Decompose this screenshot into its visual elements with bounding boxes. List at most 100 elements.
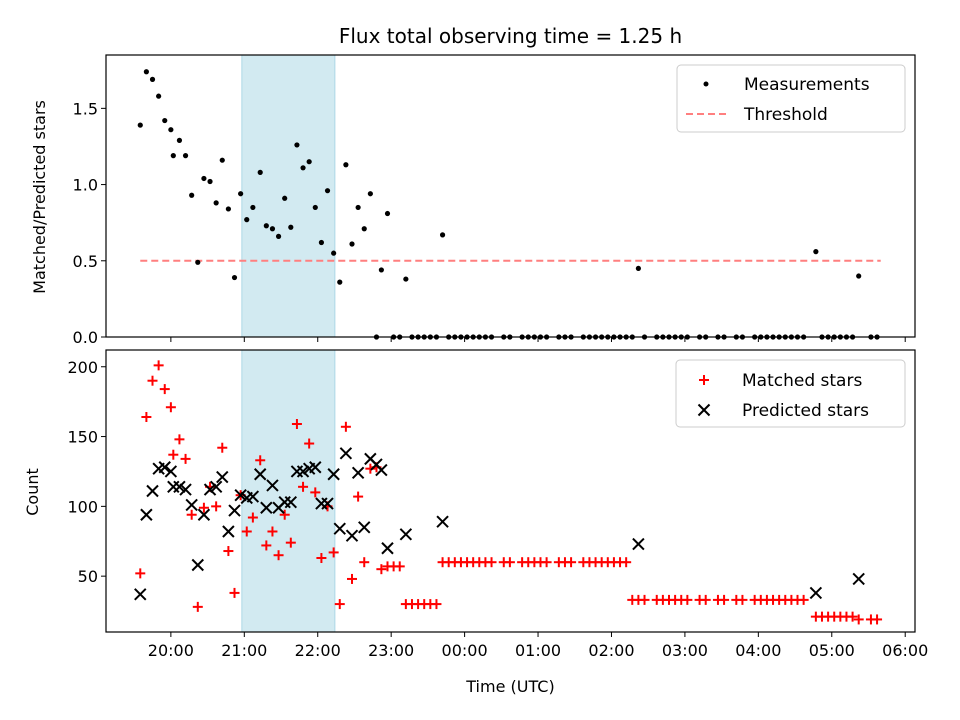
measurement-point [282, 195, 288, 201]
matched-star-point [261, 540, 272, 551]
matched-star-point [285, 537, 296, 548]
predicted-star-point [296, 465, 310, 478]
predicted-star-point [254, 468, 267, 481]
matched-star-point [241, 526, 252, 537]
predicted-star-point [333, 522, 346, 535]
top-y-tick-label: 1.0 [73, 176, 98, 195]
measurement-point [176, 137, 183, 143]
top-y-axis-label: Matched/Predicted stars [30, 100, 49, 294]
bottom-y-tick-label: 100 [67, 497, 98, 516]
matched-star-point [141, 412, 152, 423]
measurement-point [137, 122, 143, 128]
matched-star-point [186, 509, 197, 520]
predicted-star-point [321, 497, 334, 510]
measurement-point [343, 162, 349, 168]
measurement-point [156, 93, 162, 99]
matched-star-point [247, 512, 258, 523]
top-y-ticks: 0.0 0.5 1.0 1.5 [73, 99, 106, 347]
measurement-point [250, 204, 256, 211]
legend-measurements-label: Measurements [744, 75, 870, 95]
measurement-point [231, 274, 238, 281]
matched-star-points [135, 360, 883, 625]
measurement-point [263, 223, 269, 229]
x-axis-label: Time (UTC) [465, 677, 554, 696]
measurement-point [306, 159, 312, 165]
predicted-star-point [632, 537, 645, 551]
predicted-star-point [375, 463, 388, 477]
measurement-point [201, 175, 207, 182]
measurement-point [813, 249, 819, 255]
matched-star-point [310, 487, 321, 498]
predicted-star-point [222, 525, 235, 538]
x-tick-label: 23:00 [368, 641, 414, 660]
predicted-star-point [260, 501, 273, 514]
x-tick-label: 05:00 [809, 641, 855, 660]
predicted-star-point [345, 529, 359, 542]
measurement-point [238, 191, 244, 197]
top-y-tick-label: 1.5 [73, 99, 98, 118]
predicted-star-point [203, 483, 217, 496]
measurement-point [635, 265, 641, 272]
measurement-point [403, 276, 409, 282]
measurement-point [168, 127, 174, 133]
predicted-star-point [228, 504, 241, 517]
bottom-y-tick-label: 200 [67, 358, 98, 377]
predicted-star-point [399, 528, 413, 541]
measurement-point [439, 232, 446, 238]
measurement-point [324, 188, 331, 194]
predicted-star-point [216, 470, 229, 484]
bottom-y-axis-label: Count [23, 468, 42, 516]
matched-star-point [853, 614, 864, 625]
bottom-axes-frame [105, 349, 916, 633]
matched-star-point [682, 594, 693, 605]
matched-star-point [316, 553, 327, 564]
matched-star-point [174, 434, 185, 445]
matched-star-point [700, 594, 711, 605]
matched-star-point [298, 481, 309, 492]
measurement-point [349, 241, 355, 247]
measurement-point [225, 206, 231, 212]
legend-matched-marker [699, 375, 709, 385]
matched-star-point [376, 564, 387, 575]
measurement-point [337, 279, 343, 285]
x-tick-label: 06:00 [882, 641, 928, 660]
legend-measurement-marker [703, 81, 709, 87]
bottom-y-tick-label: 50 [78, 567, 98, 586]
predicted-star-point [852, 572, 865, 586]
matched-star-point [180, 453, 191, 464]
predicted-star-point [146, 484, 159, 498]
matched-star-point [135, 568, 146, 579]
matched-star-point [192, 601, 203, 612]
measurement-point [318, 239, 325, 246]
measurement-point [219, 157, 225, 163]
matched-star-point [165, 402, 176, 413]
measurement-point [170, 153, 176, 159]
matched-star-point [340, 421, 351, 432]
measurement-point [300, 165, 306, 171]
x-tick-label: 00:00 [442, 641, 488, 660]
top-panel: Flux total observing time = 1.25 h Match… [30, 24, 916, 347]
predicted-star-point [358, 521, 371, 534]
top-legend: Measurements Threshold [676, 64, 906, 133]
measurement-point [195, 259, 201, 265]
measurement-point [257, 169, 263, 175]
measurement-point [384, 210, 391, 217]
predicted-star-point [164, 465, 178, 478]
matched-star-point [798, 594, 809, 605]
matched-star-point [153, 360, 164, 371]
matched-star-point [223, 546, 234, 557]
matched-star-point [347, 573, 358, 584]
measurement-point [162, 117, 168, 124]
matched-star-point [211, 501, 222, 512]
chart-title: Flux total observing time = 1.25 h [339, 24, 682, 48]
top-y-tick-label: 0.0 [73, 328, 98, 347]
measurement-point [213, 200, 219, 206]
matched-star-point [273, 550, 284, 561]
predicted-star-point [140, 508, 153, 521]
matched-star-point [328, 547, 339, 558]
legend-predicted-label: Predicted stars [742, 401, 869, 421]
measurement-point [355, 204, 361, 211]
top-legend-box [676, 64, 906, 133]
matched-star-point [279, 509, 290, 520]
